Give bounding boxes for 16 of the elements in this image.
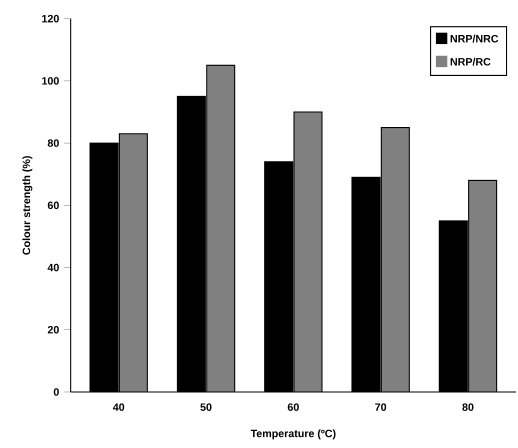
x-tick-label: 50: [200, 403, 212, 411]
y-tick-label: 120: [42, 14, 59, 22]
y-tick-label: 80: [48, 139, 59, 147]
y-tick-label: 60: [48, 202, 59, 210]
y-tick-label: 40: [48, 264, 59, 272]
legend-label: NRP/NRC: [450, 34, 498, 43]
y-tick-label: 20: [48, 326, 59, 334]
x-tick-label: 60: [288, 403, 299, 411]
y-tick-label: 100: [42, 77, 59, 85]
x-tick-label: 80: [462, 403, 474, 411]
legend-label: NRP/RC: [450, 58, 491, 66]
x-tick-label: 40: [112, 403, 124, 411]
x-axis-title: Temperature (ºC): [250, 429, 336, 440]
x-tick-label: 70: [375, 403, 386, 411]
y-tick-label: 0: [54, 388, 59, 396]
y-axis-title: Colour strength (%): [22, 156, 32, 255]
